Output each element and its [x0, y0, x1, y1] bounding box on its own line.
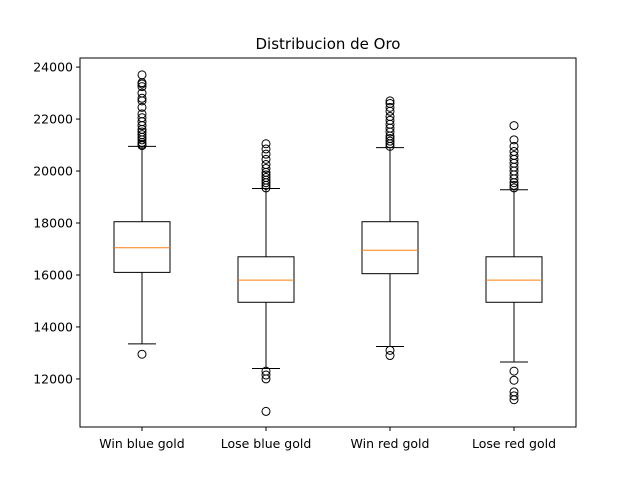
outlier-point: [385, 102, 395, 112]
outlier-point: [385, 111, 395, 121]
outlier-point: [261, 370, 271, 380]
outlier-point: [509, 141, 519, 151]
y-tick-label: 22000: [33, 112, 73, 127]
y-tick-label: 16000: [33, 267, 73, 282]
outlier-point: [261, 149, 271, 159]
outlier-point: [509, 135, 519, 145]
outlier-point: [509, 387, 519, 397]
outlier-point: [137, 130, 147, 140]
outlier-point: [261, 154, 271, 164]
x-tick-label: Win red gold: [351, 436, 430, 451]
outlier-point: [261, 139, 271, 149]
outlier-point: [509, 391, 519, 401]
axes: 12000 14000 16000 18000 20000 22000 24000 Win b…: [33, 57, 577, 451]
x-tick-label: Lose blue gold: [221, 436, 312, 451]
outlier-point: [385, 136, 395, 146]
box-group: [361, 96, 419, 361]
outlier-point: [509, 121, 519, 131]
outlier-point: [261, 170, 271, 180]
outlier-point: [137, 88, 147, 98]
outlier-point: [509, 183, 519, 193]
outlier-point: [509, 147, 519, 157]
y-tick-label: 18000: [33, 216, 73, 231]
y-tick-label: 12000: [33, 371, 73, 386]
box-group: [113, 70, 171, 359]
box-group: [485, 121, 543, 405]
iqr-box: [113, 221, 171, 273]
iqr-box: [237, 256, 295, 303]
outlier-point: [261, 366, 271, 376]
box-group: [237, 139, 295, 416]
iqr-box: [361, 221, 419, 275]
outlier-point: [385, 345, 395, 355]
outlier-point: [385, 96, 395, 106]
outlier-point: [137, 127, 147, 137]
plot-area: [113, 70, 543, 416]
x-tick-label: Lose red gold: [472, 436, 556, 451]
outlier-point: [261, 144, 271, 154]
outlier-point: [385, 351, 395, 361]
outlier-point: [509, 180, 519, 190]
outlier-point: [137, 113, 147, 123]
outlier-point: [137, 93, 147, 103]
outlier-point: [137, 109, 147, 119]
outlier-point: [137, 349, 147, 359]
iqr-box: [485, 256, 543, 303]
x-tick-label: Win blue gold: [99, 436, 184, 451]
outlier-point: [261, 160, 271, 170]
outlier-point: [137, 82, 147, 92]
outlier-point: [261, 163, 271, 173]
plot-frame: [79, 57, 577, 428]
y-tick-label: 24000: [33, 60, 73, 75]
outlier-point: [261, 173, 271, 183]
outlier-point: [385, 115, 395, 125]
outlier-point: [385, 98, 395, 108]
chart-title: Distribucion de Oro: [256, 35, 401, 53]
outlier-point: [509, 150, 519, 160]
outlier-point: [261, 406, 271, 416]
outlier-point: [385, 134, 395, 144]
outlier-point: [509, 366, 519, 376]
y-tick-label: 20000: [33, 164, 73, 179]
y-tick-label: 14000: [33, 319, 73, 334]
outlier-point: [509, 375, 519, 385]
outlier-point: [137, 102, 147, 112]
outlier-point: [137, 70, 147, 80]
